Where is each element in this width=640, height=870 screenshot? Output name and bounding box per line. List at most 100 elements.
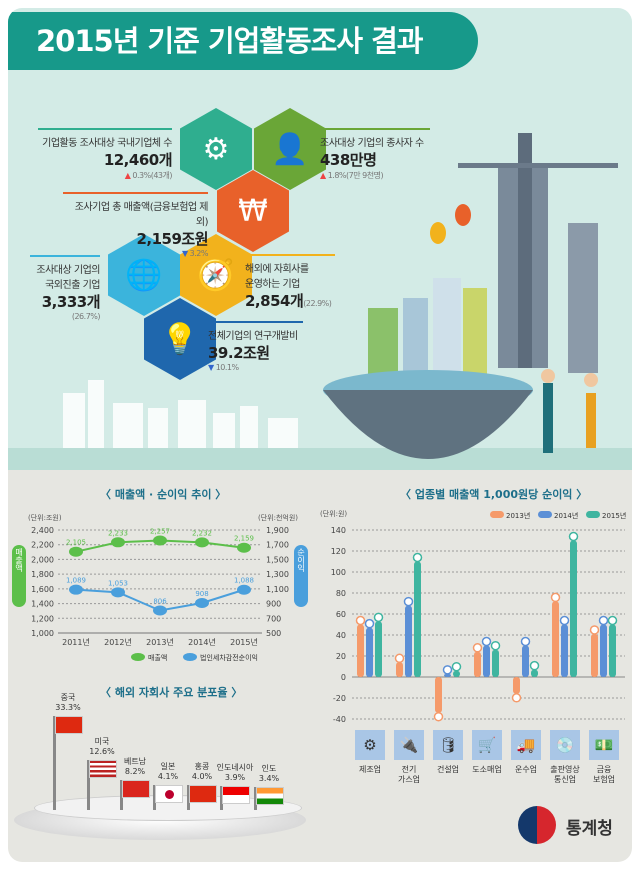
bar-cap: [511, 693, 522, 703]
city-illustration: [8, 133, 632, 470]
lightbulb-icon: 💡: [161, 321, 199, 357]
flag-pole: [53, 716, 56, 810]
bar-cap: [550, 592, 561, 603]
data-label: 1,088: [234, 577, 254, 585]
bar: [435, 677, 442, 713]
country-share: 8.2%: [124, 767, 146, 776]
country-label: 인도 3.4%: [244, 763, 294, 783]
compass-icon: 🧭: [197, 257, 235, 293]
country-share: 3.9%: [224, 773, 246, 782]
flag-pole: [220, 786, 223, 810]
won-hexagon: ₩: [217, 170, 289, 252]
country-name: 인도: [261, 764, 277, 773]
legend-swatch: [131, 653, 145, 661]
flag-0: [55, 716, 83, 734]
legend-label: 법인세차감전순이익: [200, 653, 258, 662]
data-label: 1,089: [66, 577, 86, 585]
legend-swatch: [183, 653, 197, 661]
disc-icon: 💿: [550, 730, 580, 760]
bar-cap: [529, 660, 540, 671]
up-arrow-icon: ▲: [124, 171, 131, 180]
bar: [396, 662, 403, 677]
bar: [414, 561, 421, 677]
stat-rnd: 전체기업의 연구개발비 39.2조원 ▼ 10.1%: [208, 321, 303, 372]
bar: [513, 677, 520, 694]
country-share: 4.0%: [191, 772, 213, 781]
bar-cap: [598, 615, 609, 626]
data-point: [237, 542, 251, 553]
x-tick-label: 2015년: [230, 637, 258, 647]
legend-label: 2014년: [554, 511, 578, 520]
data-label: 2,105: [66, 539, 86, 547]
bar: [591, 633, 598, 677]
left-unit: (단위:조원): [28, 513, 62, 522]
country-share: 12.6%: [89, 747, 115, 756]
right-tick-label: 500: [266, 629, 281, 638]
flag-pole: [87, 760, 90, 810]
bar-cap: [355, 615, 366, 626]
left-tick-label: 1,200: [31, 614, 54, 623]
country-name: 베트남: [123, 757, 147, 766]
flag-1: [89, 760, 117, 778]
won-coin-icon: ₩: [238, 193, 268, 229]
stat-overseas: 조사대상 기업의 국외진출 기업 3,333개 (26.7%): [30, 255, 101, 321]
country-name: 인도네시아: [216, 763, 254, 772]
bar: [483, 645, 490, 677]
bar-cap: [472, 643, 483, 653]
legend-swatch: [586, 511, 600, 518]
truck-icon: 🚚: [511, 730, 541, 760]
country-share: 33.3%: [55, 703, 81, 712]
bar-chart-title: 〈 업종별 매출액 1,000원당 순이익 〉: [400, 488, 588, 501]
country-name: 중국: [60, 693, 76, 702]
page-title: 2015년 기준 기업활동조사 결과: [8, 12, 478, 70]
plug-icon: 🔌: [394, 730, 424, 760]
legend-label: 2013년: [506, 511, 530, 520]
x-tick-label: 2014년: [188, 637, 216, 647]
data-label: 1,053: [108, 579, 128, 587]
data-label: 2,257: [150, 528, 170, 536]
data-label: 2,233: [108, 529, 128, 537]
summary-section: 2015년 기준 기업활동조사 결과 ⚙ 👤 ₩ 🌐 🧭 💡 기업활동 조사대상…: [8, 8, 632, 470]
country-share: 4.1%: [157, 772, 179, 781]
industry-label: 도소매업: [472, 765, 502, 774]
country-share: 3.4%: [258, 774, 280, 783]
y-tick-label: 0: [341, 673, 346, 682]
y-tick-label: 20: [336, 652, 346, 661]
y-tick-label: 40: [336, 631, 346, 640]
legend-swatch: [538, 511, 552, 518]
money-stack-icon: 💵: [589, 730, 619, 760]
left-tick-label: 1,600: [31, 585, 54, 594]
country-label: 미국 12.6%: [77, 736, 127, 756]
person-icon: 👤: [271, 131, 309, 167]
bar-cap: [451, 661, 462, 672]
flag-pole: [153, 785, 156, 810]
legend-swatch: [490, 511, 504, 518]
gears-icon: ⚙: [202, 131, 230, 167]
right-tick-label: 1,100: [266, 585, 289, 594]
data-point: [69, 584, 83, 595]
x-tick-label: 2011년: [62, 637, 90, 647]
bar: [366, 627, 373, 677]
flag-4: [189, 785, 217, 803]
flag-chart-title: 〈 해외 자회사 주요 분포율 〉: [100, 686, 243, 699]
stat-sales: 조사기업 총 매출액(금융보험업 제외) 2,159조원 ▼ 3.2%: [63, 192, 209, 258]
industry-label: 제조업: [358, 765, 382, 774]
y-tick-label: -20: [333, 694, 346, 703]
left-axis-badge: [12, 545, 26, 607]
bar-cap: [373, 612, 384, 623]
unit-label: (단위:원): [320, 509, 347, 518]
right-tick-label: 1,500: [266, 555, 289, 564]
bar-cap: [433, 711, 444, 722]
left-tick-label: 2,200: [31, 541, 54, 550]
country-name: 미국: [94, 737, 110, 746]
bar-cap: [403, 596, 414, 607]
bar: [552, 601, 559, 677]
bar: [357, 624, 364, 677]
country-name: 일본: [160, 762, 176, 771]
country-label: 베트남 8.2%: [110, 756, 160, 776]
bar: [453, 670, 460, 677]
industry-label: 금융 보험업: [592, 765, 616, 784]
bar-cap: [490, 640, 501, 651]
sales-profit-line-chart: (단위:조원) (단위:천억원) 1,000 500 1,200 700 1,400 900 1…: [12, 513, 308, 662]
bar: [531, 669, 538, 677]
